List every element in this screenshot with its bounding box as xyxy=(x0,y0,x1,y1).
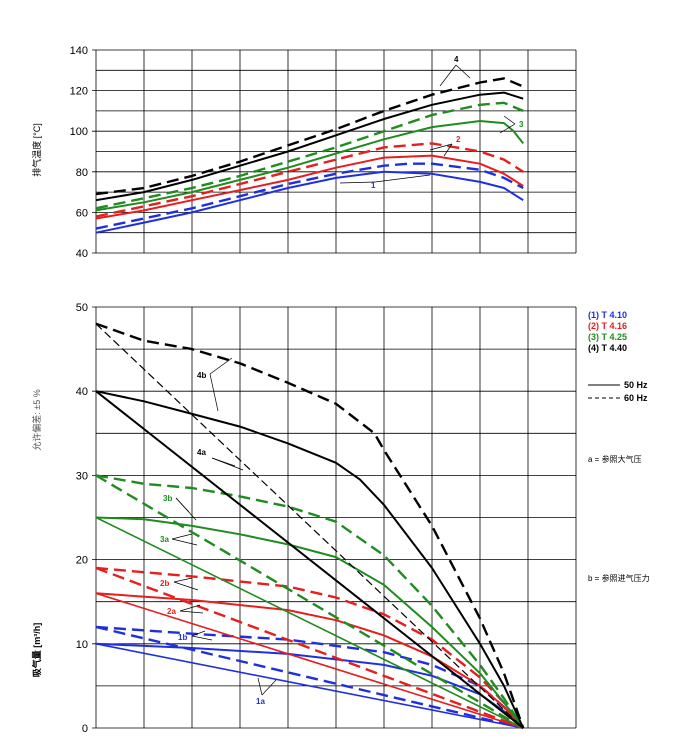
annotation-1b: 1b xyxy=(178,633,187,642)
series-line-t440-50hz-b xyxy=(95,390,525,729)
series-line-t410-60hz-a xyxy=(95,625,524,730)
series-line-t416-50hz-b xyxy=(95,592,524,729)
legend-t425: (3) T 4.25 xyxy=(588,332,627,342)
legend-t416: (2) T 4.16 xyxy=(588,321,627,331)
annotation-leader xyxy=(429,143,453,151)
y-tick-label: 10 xyxy=(76,639,88,651)
y-tick-label: 50 xyxy=(76,302,88,314)
annotation-leader xyxy=(503,115,516,125)
annotation-leader xyxy=(191,635,213,641)
annotation-3b: 3b xyxy=(163,494,172,503)
annotation-3a: 3a xyxy=(160,535,169,544)
legend-note-b: b = 参照进气压力 xyxy=(588,573,650,583)
y-tick-label: 80 xyxy=(76,167,88,179)
series-line-t410-50hz-a xyxy=(95,643,524,729)
series-line-t410-50hz xyxy=(95,170,524,234)
annotation-leader xyxy=(209,373,219,412)
series-line-t425-60hz-b xyxy=(95,474,525,729)
annotation-leader xyxy=(171,533,193,540)
y-tick-label: 40 xyxy=(76,386,88,398)
annotation-1a: 1a xyxy=(256,697,265,706)
annotation-leader xyxy=(175,497,197,521)
y-tick-label: 0 xyxy=(82,723,88,735)
annotation-leader xyxy=(257,677,263,696)
series-line-t440-60hz-a xyxy=(95,323,524,729)
series-line-t440-50hz-a xyxy=(95,390,524,729)
annotation-leader xyxy=(439,64,457,87)
series-line-t440-50hz xyxy=(95,91,524,202)
annotation-leader xyxy=(374,174,431,183)
annotation-leader xyxy=(211,457,244,471)
legend-60hz: 60 Hz xyxy=(624,393,648,403)
annotation-leader xyxy=(171,538,198,546)
annotation-2: 2 xyxy=(456,135,461,144)
series-line-t416-50hz xyxy=(95,154,524,220)
tolerance-label: 允许偏差: ±5 % xyxy=(31,389,42,450)
legend-50hz: 50 Hz xyxy=(624,380,648,390)
annotation-4: 4 xyxy=(454,55,459,64)
series-line-t425-60hz-a xyxy=(95,474,524,730)
legend-note-a: a = 参照大气压 xyxy=(588,454,642,464)
series-line-t440-60hz-b xyxy=(95,322,525,729)
top-y-axis-title: 排气温度 [°C] xyxy=(31,123,42,177)
series-line-t425-60hz xyxy=(95,101,524,210)
bottom-y-axis-title: 吸气量 [m³/h] xyxy=(31,623,42,678)
annotation-leader xyxy=(191,630,206,637)
annotation-3: 3 xyxy=(519,120,524,129)
series-line-t440-60hz xyxy=(95,77,524,196)
y-tick-label: 30 xyxy=(76,470,88,482)
annotation-4a: 4a xyxy=(197,448,206,457)
annotation-2b: 2b xyxy=(160,579,169,588)
legend: (1) T 4.10 (2) T 4.16 (3) T 4.25 (4) T 4… xyxy=(588,310,650,583)
series-line-t416-60hz-a xyxy=(95,566,524,730)
y-tick-label: 100 xyxy=(70,126,88,138)
annotation-leader xyxy=(173,581,199,591)
annotation-2a: 2a xyxy=(167,607,176,616)
y-tick-label: 20 xyxy=(76,555,88,567)
annotation-1: 1 xyxy=(371,181,376,190)
annotation-leader xyxy=(339,181,376,184)
y-tick-label: 120 xyxy=(70,86,88,98)
annotation-leader xyxy=(209,357,233,375)
annotation-leader xyxy=(455,64,471,79)
annotation-4b: 4b xyxy=(197,371,206,380)
annotation-leader xyxy=(443,143,453,157)
y-tick-label: 140 xyxy=(70,45,88,57)
legend-t410: (1) T 4.10 xyxy=(588,310,627,320)
series-line-t416-50hz-a xyxy=(95,592,524,729)
exhaust-temperature-chart: 40 60 80 100 120 140 1 2 3 4 xyxy=(70,45,577,260)
annotation-leader xyxy=(179,604,201,612)
intake-volume-chart: 0 10 20 30 40 50 1a 1b 2a 2b 3a 3b 4a 4b xyxy=(76,302,577,735)
annotation-leader xyxy=(499,123,516,134)
y-tick-label: 40 xyxy=(76,248,88,260)
legend-t440: (4) T 4.40 xyxy=(588,343,627,353)
series-line-t425-50hz xyxy=(95,120,524,212)
y-tick-label: 60 xyxy=(76,207,88,219)
annotation-leader xyxy=(173,577,193,583)
series-line-t410-60hz xyxy=(95,162,524,230)
annotation-leader xyxy=(261,679,277,696)
annotation-leader xyxy=(179,610,204,614)
series-line-t425-50hz-a xyxy=(95,516,524,729)
series-line-t416-60hz xyxy=(95,142,524,218)
